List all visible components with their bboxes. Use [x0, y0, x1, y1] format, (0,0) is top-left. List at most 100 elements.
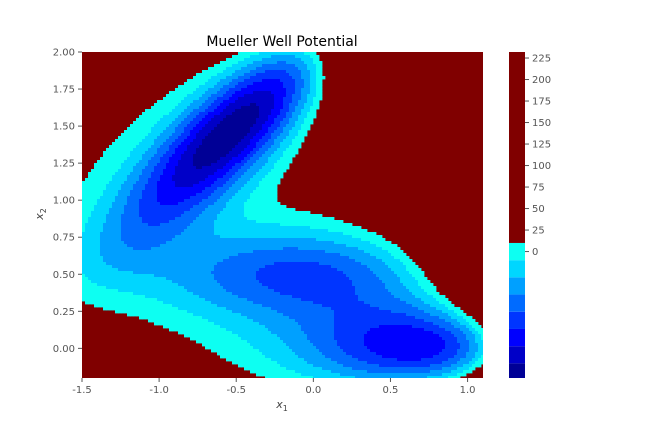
contour-cell	[205, 115, 209, 119]
contour-cell	[262, 262, 266, 266]
contour-cell	[280, 109, 284, 113]
contour-cell	[268, 139, 272, 143]
contour-cell	[157, 181, 161, 185]
contour-cell	[295, 151, 299, 155]
contour-cell	[196, 130, 200, 134]
contour-cell	[184, 118, 188, 122]
contour-cell	[292, 262, 296, 266]
contour-cell	[328, 262, 332, 266]
contour-cell	[286, 223, 290, 227]
contour-cell	[274, 154, 278, 158]
contour-cell	[136, 187, 140, 191]
contour-cell	[127, 166, 131, 170]
contour-cell	[169, 166, 173, 170]
contour-cell	[295, 256, 299, 260]
contour-cell	[229, 118, 233, 122]
contour-cell	[184, 256, 188, 260]
contour-cell	[268, 124, 272, 128]
contour-cell	[340, 235, 344, 239]
contour-cell	[292, 232, 296, 236]
contour-cell	[145, 160, 149, 164]
contour-cell	[229, 256, 233, 260]
contour-cell	[304, 73, 308, 77]
contour-cell	[277, 166, 281, 170]
contour-cell	[268, 70, 272, 74]
contour-cell	[202, 157, 206, 161]
contour-cell	[202, 229, 206, 233]
contour-cell	[226, 247, 230, 251]
contour-cell	[241, 94, 245, 98]
contour-cell	[85, 253, 89, 257]
contour-cell	[181, 109, 185, 113]
contour-cell	[223, 79, 227, 83]
contour-cell	[199, 187, 203, 191]
contour-cell	[97, 268, 101, 272]
contour-cell	[295, 88, 299, 92]
contour-cell	[217, 259, 221, 263]
contour-cell	[310, 94, 314, 98]
contour-cell	[172, 229, 176, 233]
contour-cell	[283, 76, 287, 80]
contour-cell	[109, 148, 113, 152]
contour-cell	[217, 247, 221, 251]
contour-cell	[91, 208, 95, 212]
contour-cell	[214, 127, 218, 131]
contour-cell	[178, 229, 182, 233]
contour-cell	[322, 259, 326, 263]
contour-cell	[211, 130, 215, 134]
contour-cell	[295, 253, 299, 257]
contour-cell	[265, 169, 269, 173]
contour-cell	[181, 235, 185, 239]
contour-cell	[181, 211, 185, 215]
contour-cell	[121, 211, 125, 215]
contour-cell	[181, 91, 185, 95]
contour-cell	[202, 196, 206, 200]
contour-cell	[187, 160, 191, 164]
contour-cell	[157, 112, 161, 116]
contour-cell	[265, 205, 269, 209]
contour-cell	[265, 262, 269, 266]
contour-cell	[211, 253, 215, 257]
contour-cell	[202, 256, 206, 260]
contour-cell	[250, 247, 254, 251]
contour-cell	[214, 115, 218, 119]
contour-cell	[364, 232, 368, 236]
contour-cell	[196, 232, 200, 236]
contour-cell	[187, 112, 191, 116]
contour-cell	[142, 142, 146, 146]
contour-cell	[88, 217, 92, 221]
contour-cell	[175, 133, 179, 137]
contour-cell	[316, 214, 320, 218]
contour-cell	[109, 208, 113, 212]
contour-cell	[394, 265, 398, 269]
contour-cell	[133, 241, 137, 245]
contour-cell	[316, 73, 320, 77]
contour-cell	[307, 211, 311, 215]
contour-cell	[211, 184, 215, 188]
contour-cell	[187, 247, 191, 251]
contour-cell	[250, 253, 254, 257]
contour-cell	[178, 145, 182, 149]
contour-cell	[241, 172, 245, 176]
contour-cell	[304, 130, 308, 134]
contour-cell	[202, 100, 206, 104]
contour-cell	[145, 163, 149, 167]
contour-cell	[253, 259, 257, 263]
contour-cell	[295, 229, 299, 233]
contour-cell	[217, 151, 221, 155]
contour-cell	[112, 187, 116, 191]
contour-cell	[94, 193, 98, 197]
contour-cell	[82, 232, 86, 236]
contour-cell	[109, 256, 113, 260]
contour-cell	[247, 199, 251, 203]
contour-cell	[256, 265, 260, 269]
contour-cell	[163, 259, 167, 263]
contour-cell	[265, 157, 269, 161]
contour-cell	[109, 259, 113, 263]
contour-cell	[211, 151, 215, 155]
contour-cell	[313, 253, 317, 257]
contour-cell	[253, 214, 257, 218]
contour-cell	[214, 208, 218, 212]
contour-cell	[175, 172, 179, 176]
contour-cell	[271, 193, 275, 197]
